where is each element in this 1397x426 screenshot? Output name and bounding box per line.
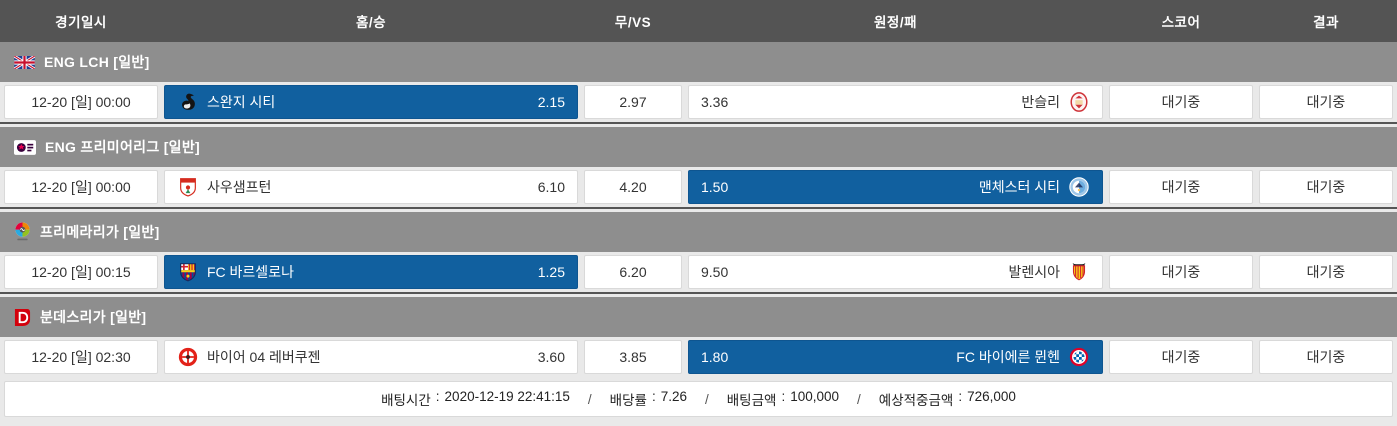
league-header-laliga[interactable]: 프리메라리가 [일반] bbox=[0, 212, 1397, 252]
draw-odds-cell[interactable]: 4.20 bbox=[584, 170, 682, 204]
result-cell: 대기중 bbox=[1259, 170, 1393, 204]
away-odds-value: 1.80 bbox=[701, 349, 729, 365]
league-name: 프리메라리가 [일반] bbox=[40, 224, 160, 240]
score-cell: 대기중 bbox=[1109, 340, 1253, 374]
away-odds-cell[interactable]: 1.50 맨체스터 시티 bbox=[688, 170, 1103, 204]
field-separator: / bbox=[587, 391, 592, 407]
england-flag-icon bbox=[14, 55, 35, 69]
valencia-logo bbox=[1068, 261, 1090, 283]
draw-odds-cell[interactable]: 6.20 bbox=[584, 255, 682, 289]
result-cell: 대기중 bbox=[1259, 85, 1393, 119]
header-home-win: 홈/승 bbox=[355, 15, 387, 30]
away-team-name: 반슬리 bbox=[1021, 94, 1060, 110]
away-odds-value: 3.36 bbox=[701, 94, 729, 110]
away-team-name: 발렌시아 bbox=[1008, 264, 1060, 280]
score-cell: 대기중 bbox=[1109, 255, 1253, 289]
header-match-time: 경기일시 bbox=[55, 15, 107, 30]
home-odds-value: 2.15 bbox=[537, 94, 565, 110]
draw-odds-cell[interactable]: 3.85 bbox=[584, 340, 682, 374]
home-team-name: FC 바르셀로나 bbox=[207, 264, 294, 280]
expected-winnings: 예상적중금액:726,000 bbox=[878, 389, 1016, 408]
home-team-name: 사우샘프턴 bbox=[207, 179, 272, 195]
field-separator: / bbox=[857, 391, 861, 407]
match-time: 12-20 [일] 02:30 bbox=[4, 340, 158, 374]
away-odds-cell[interactable]: 3.36 반슬리 bbox=[688, 85, 1103, 119]
away-odds-value: 1.50 bbox=[701, 179, 729, 195]
southampton-logo bbox=[177, 176, 199, 198]
away-team-name: FC 바이에른 뮌헨 bbox=[956, 349, 1060, 365]
away-team-name: 맨체스터 시티 bbox=[978, 179, 1060, 195]
home-odds-cell[interactable]: 사우샘프턴 6.10 bbox=[164, 170, 578, 204]
betting-summary-bar: 배팅시간:2020-12-19 22:41:15 / 배당률:7.26 / 배팅… bbox=[4, 381, 1393, 417]
match-row: 12-20 [일] 02:30 바이어 04 레버쿠젠 3.60 3.85 1.… bbox=[0, 337, 1397, 377]
away-odds-cell[interactable]: 1.80 FC 바이에른 뮌헨 bbox=[688, 340, 1103, 374]
league-name: ENG LCH [일반] bbox=[44, 54, 150, 70]
table-header: 경기일시 홈/승 무/VS 원정/패 스코어 결과 bbox=[0, 0, 1397, 42]
match-time: 12-20 [일] 00:00 bbox=[4, 170, 158, 204]
laliga-icon bbox=[14, 222, 31, 242]
match-time: 12-20 [일] 00:15 bbox=[4, 255, 158, 289]
league-header-bundesliga[interactable]: 분데스리가 [일반] bbox=[0, 297, 1397, 337]
draw-odds-cell[interactable]: 2.97 bbox=[584, 85, 682, 119]
header-result: 결과 bbox=[1313, 15, 1339, 30]
away-odds-cell[interactable]: 9.50 발렌시아 bbox=[688, 255, 1103, 289]
header-score: 스코어 bbox=[1161, 15, 1201, 30]
field-separator: / bbox=[704, 391, 709, 407]
home-odds-value: 3.60 bbox=[537, 349, 565, 365]
result-cell: 대기중 bbox=[1259, 340, 1393, 374]
bundesliga-icon bbox=[14, 308, 31, 327]
header-draw-vs: 무/VS bbox=[614, 15, 652, 30]
league-header-premier-league[interactable]: ENG 프리미어리그 [일반] bbox=[0, 127, 1397, 167]
premier-league-icon bbox=[14, 139, 36, 155]
league-name: ENG 프리미어리그 [일반] bbox=[45, 139, 200, 155]
match-row: 12-20 [일] 00:00 사우샘프턴 6.10 4.20 1.50 맨체스… bbox=[0, 167, 1397, 207]
match-row: 12-20 [일] 00:00 스완지 시티 2.15 2.97 3.36 반슬… bbox=[0, 82, 1397, 122]
league-section-eng-lch: ENG LCH [일반] 12-20 [일] 00:00 스완지 시티 2.15… bbox=[0, 42, 1397, 122]
home-odds-value: 1.25 bbox=[537, 264, 565, 280]
total-odds: 배당률:7.26 bbox=[609, 389, 687, 408]
home-team-name: 스완지 시티 bbox=[207, 94, 276, 110]
betting-amount: 배팅금액:100,000 bbox=[726, 389, 840, 408]
header-away-lose: 원정/패 bbox=[873, 15, 917, 30]
score-cell: 대기중 bbox=[1109, 170, 1253, 204]
result-cell: 대기중 bbox=[1259, 255, 1393, 289]
league-header-eng-lch[interactable]: ENG LCH [일반] bbox=[0, 42, 1397, 82]
bayer-04-leverkusen-logo bbox=[177, 346, 199, 368]
league-section-premier-league: ENG 프리미어리그 [일반] 12-20 [일] 00:00 사우샘프턴 6.… bbox=[0, 122, 1397, 207]
league-section-laliga: 프리메라리가 [일반] 12-20 [일] 00:15 FC 바르셀로나 1.2… bbox=[0, 207, 1397, 292]
home-odds-cell[interactable]: 바이어 04 레버쿠젠 3.60 bbox=[164, 340, 578, 374]
home-odds-value: 6.10 bbox=[537, 179, 565, 195]
home-team-name: 바이어 04 레버쿠젠 bbox=[207, 349, 321, 365]
home-odds-cell[interactable]: FC 바르셀로나 1.25 bbox=[164, 255, 578, 289]
fc-bayern-munchen-logo bbox=[1068, 346, 1090, 368]
away-odds-value: 9.50 bbox=[701, 264, 729, 280]
match-row: 12-20 [일] 00:15 FC 바르셀로나 1.25 6.20 9.50 … bbox=[0, 252, 1397, 292]
match-time: 12-20 [일] 00:00 bbox=[4, 85, 158, 119]
barnsley-logo bbox=[1068, 91, 1090, 113]
fc-barcelona-logo bbox=[177, 261, 199, 283]
manchester-city-logo bbox=[1068, 176, 1090, 198]
betting-time: 배팅시간:2020-12-19 22:41:15 bbox=[381, 389, 570, 408]
league-name: 분데스리가 [일반] bbox=[40, 309, 147, 325]
home-odds-cell[interactable]: 스완지 시티 2.15 bbox=[164, 85, 578, 119]
league-section-bundesliga: 분데스리가 [일반] 12-20 [일] 02:30 바이어 04 레버쿠젠 3… bbox=[0, 292, 1397, 377]
swansea-city-logo bbox=[177, 91, 199, 113]
score-cell: 대기중 bbox=[1109, 85, 1253, 119]
